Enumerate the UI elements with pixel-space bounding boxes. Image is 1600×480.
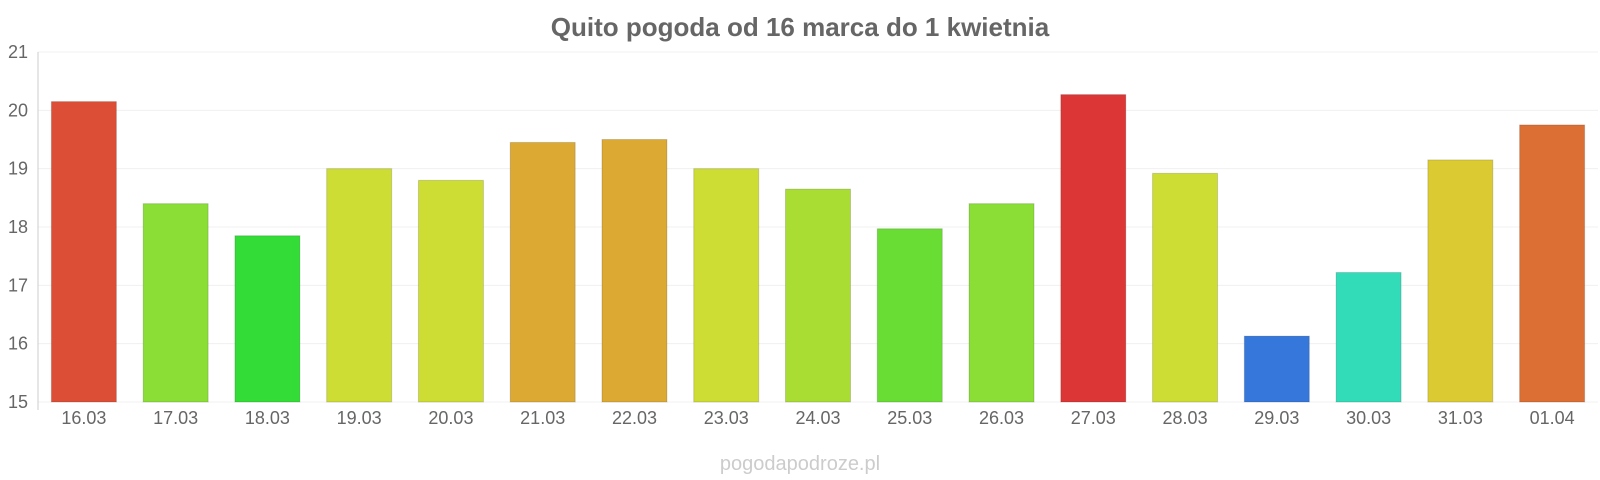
bar-26.03 bbox=[968, 203, 1035, 403]
x-tick-label: 26.03 bbox=[979, 408, 1024, 428]
x-tick-label: 19.03 bbox=[337, 408, 382, 428]
bar-21.03 bbox=[509, 141, 576, 403]
x-tick-label: 01.04 bbox=[1530, 408, 1575, 428]
x-tick-label: 23.03 bbox=[704, 408, 749, 428]
x-tick-label: 18.03 bbox=[245, 408, 290, 428]
y-tick-label: 20 bbox=[8, 100, 28, 120]
x-tick-label: 16.03 bbox=[61, 408, 106, 428]
y-tick-label: 18 bbox=[8, 217, 28, 237]
y-tick-label: 16 bbox=[8, 334, 28, 354]
bar-25.03 bbox=[876, 228, 943, 403]
chart-title: Quito pogoda od 16 marca do 1 kwietnia bbox=[551, 12, 1050, 42]
watermark: pogodapodroze.pl bbox=[720, 453, 880, 475]
x-tick-label: 20.03 bbox=[428, 408, 473, 428]
bar-16.03 bbox=[50, 101, 117, 403]
x-tick-label: 31.03 bbox=[1438, 408, 1483, 428]
bar-22.03 bbox=[601, 139, 668, 403]
bar-29.03 bbox=[1243, 335, 1310, 403]
bar-31.03 bbox=[1427, 159, 1494, 403]
x-tick-label: 30.03 bbox=[1346, 408, 1391, 428]
bar-18.03 bbox=[234, 235, 301, 403]
bar-19.03 bbox=[326, 168, 393, 403]
x-tick-label: 24.03 bbox=[795, 408, 840, 428]
bar-01.04 bbox=[1519, 124, 1586, 403]
bar-24.03 bbox=[785, 188, 851, 403]
bars bbox=[50, 94, 1586, 403]
bar-28.03 bbox=[1152, 172, 1219, 403]
y-tick-label: 19 bbox=[8, 159, 28, 179]
x-tick-label: 27.03 bbox=[1071, 408, 1116, 428]
y-tick-label: 17 bbox=[8, 275, 28, 295]
y-axis-ticks: 15 16 17 18 19 20 21 bbox=[8, 42, 28, 412]
bar-23.03 bbox=[693, 168, 760, 403]
bar-30.03 bbox=[1335, 272, 1402, 403]
x-tick-label: 25.03 bbox=[887, 408, 932, 428]
bar-27.03 bbox=[1060, 94, 1127, 403]
bar-17.03 bbox=[142, 203, 209, 403]
x-tick-label: 21.03 bbox=[520, 408, 565, 428]
x-tick-label: 17.03 bbox=[153, 408, 198, 428]
y-tick-label: 15 bbox=[8, 392, 28, 412]
x-tick-label: 29.03 bbox=[1254, 408, 1299, 428]
x-tick-label: 22.03 bbox=[612, 408, 657, 428]
x-axis-ticks: 16.03 17.03 18.03 19.03 20.03 21.03 22.03 23.03… bbox=[61, 408, 1574, 428]
bar-20.03 bbox=[417, 179, 484, 403]
x-tick-label: 28.03 bbox=[1163, 408, 1208, 428]
y-tick-label: 21 bbox=[8, 42, 28, 62]
